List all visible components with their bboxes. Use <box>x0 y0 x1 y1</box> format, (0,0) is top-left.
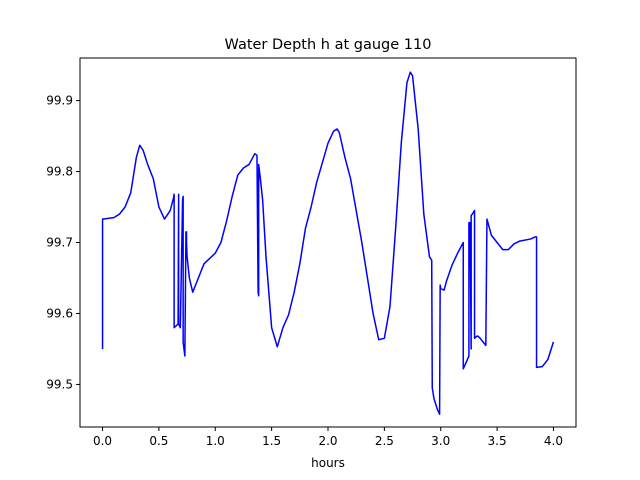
x-tick-label: 0.5 <box>149 434 168 448</box>
plot-area <box>80 58 576 427</box>
x-tick-label: 4.0 <box>544 434 563 448</box>
y-tick-label: 99.9 <box>46 94 73 108</box>
x-tick-label: 2.0 <box>318 434 337 448</box>
y-tick-label: 99.8 <box>46 165 73 179</box>
x-tick-label: 0.0 <box>93 434 112 448</box>
x-tick-label: 1.5 <box>262 434 281 448</box>
x-tick-label: 1.0 <box>206 434 225 448</box>
series-line-0 <box>101 71 555 415</box>
x-tick-label: 3.5 <box>488 434 507 448</box>
series-layer <box>101 71 555 415</box>
y-tick-label: 99.6 <box>46 306 73 320</box>
x-tick-label: 3.0 <box>431 434 450 448</box>
x-tick-label: 2.5 <box>375 434 394 448</box>
y-axis: 99.5 99.6 99.7 99.8 99.9 <box>46 94 80 391</box>
x-axis: 0.0 0.5 1.0 1.5 2.0 2.5 3.0 3.5 4.0 <box>93 427 563 448</box>
y-tick-label: 99.7 <box>46 236 73 250</box>
x-axis-label: hours <box>311 456 345 470</box>
y-tick-label: 99.5 <box>46 377 73 391</box>
chart-title: Water Depth h at gauge 110 <box>225 37 432 53</box>
